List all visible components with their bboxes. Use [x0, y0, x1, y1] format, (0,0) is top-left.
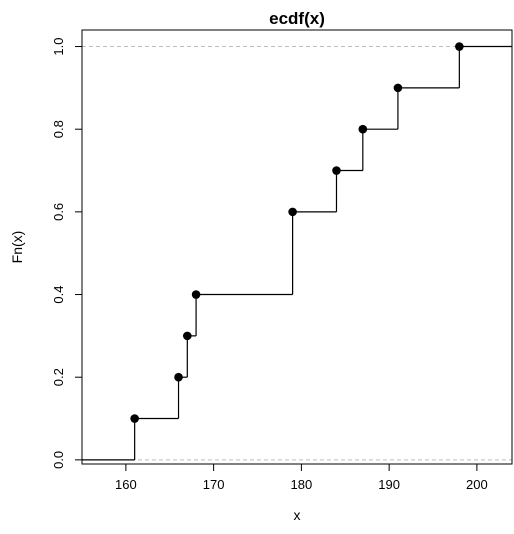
- y-tick-label-0: 0.0: [51, 451, 66, 469]
- data-point-161: [130, 414, 139, 423]
- reference-lines: [82, 46, 512, 461]
- data-point-191: [393, 83, 403, 93]
- x-tick-label-180: 180: [291, 477, 313, 492]
- x-axis: 160 170 180 190 200: [115, 463, 488, 492]
- data-point-198: [455, 42, 464, 51]
- y-tick-label-0.2: 0.2: [51, 368, 66, 386]
- data-point-179: [288, 207, 297, 217]
- x-tick-label-190: 190: [378, 477, 400, 492]
- y-tick-label-1: 1.0: [51, 37, 66, 55]
- data-point-187: [358, 124, 368, 134]
- data-point-167: [183, 331, 192, 341]
- y-tick-label-0.8: 0.8: [51, 120, 66, 138]
- x-tick-label-170: 170: [203, 477, 225, 492]
- plot-frame: [81, 29, 513, 465]
- y-tick-label-0.4: 0.4: [51, 285, 66, 303]
- y-axis: 0.0 0.2 0.4 0.6 0.8 1.0: [51, 37, 83, 469]
- chart-title: ecdf(x): [269, 9, 325, 28]
- y-tick-label-0.6: 0.6: [51, 203, 66, 221]
- data-point-168: [191, 290, 201, 299]
- ecdf-steps: [82, 45, 512, 461]
- x-tick-label-200: 200: [466, 477, 488, 492]
- y-axis-title: Fn(x): [9, 231, 25, 264]
- data-point-184: [332, 166, 341, 175]
- x-axis-title: x: [294, 507, 301, 523]
- x-tick-label-160: 160: [115, 477, 137, 492]
- data-point-166: [174, 372, 183, 382]
- ecdf-points: [130, 42, 464, 423]
